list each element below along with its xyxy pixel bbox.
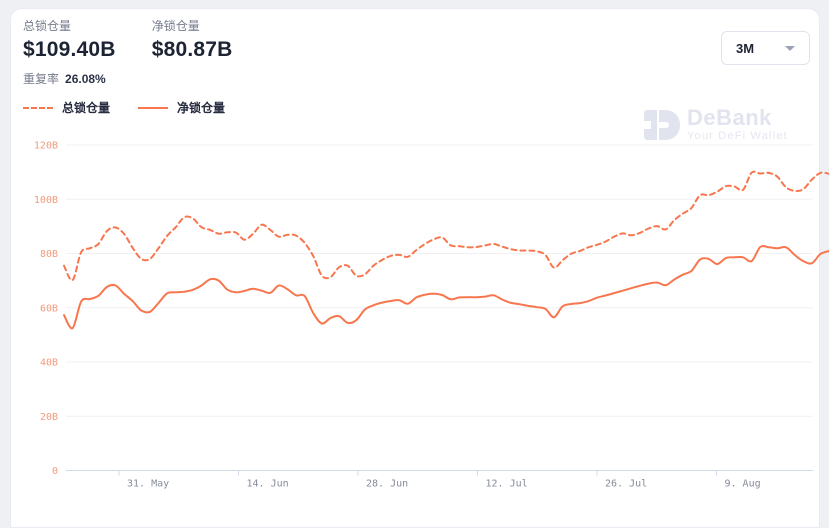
stat-total-tvl-label: 总锁仓量	[23, 19, 72, 33]
svg-text:31. May: 31. May	[127, 479, 169, 490]
svg-text:20B: 20B	[40, 412, 58, 423]
chevron-down-icon	[785, 45, 795, 51]
duplicate-rate-value: 26.08%	[65, 72, 106, 86]
svg-text:120B: 120B	[34, 141, 58, 152]
stat-total-tvl-value: $109.40B	[23, 38, 116, 61]
svg-text:28. Jun: 28. Jun	[366, 479, 408, 490]
duplicate-rate-label: 重复率	[23, 72, 60, 86]
stat-total-tvl: 总锁仓量 $109.40B	[23, 17, 116, 62]
series-total-line	[63, 170, 829, 282]
svg-text:14. Jun: 14. Jun	[247, 479, 289, 490]
svg-text:0: 0	[52, 466, 58, 477]
header-stats: 总锁仓量 $109.40B 净锁仓量 $80.87B 重复率 26.08%	[23, 17, 232, 87]
svg-text:9. Aug: 9. Aug	[725, 479, 761, 490]
duplicate-rate: 重复率 26.08%	[23, 70, 232, 87]
svg-text:12. Jul: 12. Jul	[486, 479, 528, 490]
tvl-chart-card: 总锁仓量 $109.40B 净锁仓量 $80.87B 重复率 26.08% 3M…	[10, 8, 829, 528]
stat-net-tvl-value: $80.87B	[151, 38, 233, 61]
svg-text:26. Jul: 26. Jul	[605, 479, 647, 490]
legend-item-net[interactable]: 净锁仓量	[138, 99, 225, 116]
svg-text:60B: 60B	[40, 303, 58, 314]
legend-item-total[interactable]: 总锁仓量	[23, 99, 110, 116]
series-net-line	[63, 245, 829, 330]
stat-net-tvl: 净锁仓量 $80.87B	[152, 17, 233, 62]
chart-legend: 总锁仓量 净锁仓量	[23, 99, 225, 116]
line-chart-plot-area[interactable]: 0 20B 40B 60B 80B 100B 120B 31. May 14. Jun 28. J…	[11, 121, 829, 515]
time-range-value: 3M	[736, 40, 755, 56]
stat-net-tvl-label: 净锁仓量	[151, 19, 200, 33]
solid-line-swatch-icon	[138, 106, 169, 109]
dashed-line-swatch-icon	[23, 106, 53, 109]
svg-text:80B: 80B	[40, 249, 58, 260]
legend-label-net: 净锁仓量	[177, 101, 226, 115]
legend-label-total: 总锁仓量	[62, 101, 111, 115]
time-range-dropdown[interactable]: 3M	[721, 31, 810, 65]
svg-text:40B: 40B	[40, 358, 58, 369]
svg-text:100B: 100B	[34, 195, 58, 206]
